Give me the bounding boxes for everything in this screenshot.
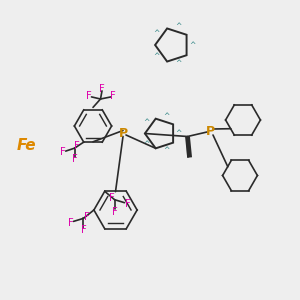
Text: ^: ^: [154, 52, 160, 61]
Text: F: F: [109, 193, 115, 203]
Text: P: P: [206, 125, 214, 139]
Text: F: F: [86, 91, 92, 101]
Text: ^: ^: [175, 59, 182, 68]
Text: F: F: [124, 199, 130, 209]
Text: F: F: [72, 154, 78, 164]
Text: ^: ^: [163, 112, 169, 121]
Text: F: F: [83, 212, 89, 222]
Text: ^: ^: [154, 29, 160, 38]
Text: F: F: [60, 147, 66, 157]
Text: ^: ^: [189, 40, 195, 50]
Text: F: F: [112, 207, 118, 217]
Text: ^: ^: [175, 129, 182, 138]
Text: F: F: [74, 141, 80, 151]
Text: ^: ^: [175, 22, 182, 31]
Text: P: P: [118, 127, 127, 140]
Text: ^: ^: [143, 118, 149, 127]
Text: ^: ^: [143, 140, 149, 148]
Text: F: F: [80, 225, 86, 236]
Text: F: F: [99, 84, 105, 94]
Text: Fe: Fe: [16, 138, 36, 153]
Text: F: F: [110, 91, 116, 101]
Text: ^: ^: [163, 146, 169, 155]
Text: F: F: [68, 218, 74, 228]
